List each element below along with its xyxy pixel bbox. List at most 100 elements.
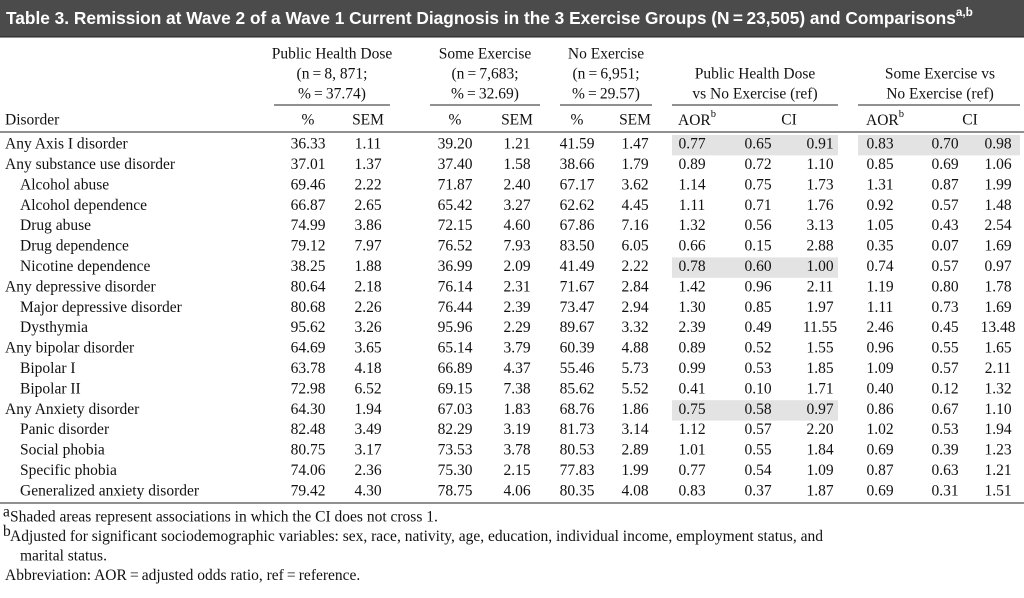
cell: 1.32 (678, 217, 705, 234)
footnote: Abbreviation: AOR = adjusted odds ratio,… (5, 567, 360, 584)
cell: 80.64 (291, 278, 326, 295)
cell: 2.09 (503, 258, 530, 275)
cell: 3.32 (621, 319, 648, 336)
cell: 0.10 (744, 380, 771, 397)
cell: 64.30 (291, 401, 326, 418)
cell: 1.11 (355, 136, 382, 153)
cell: 1.88 (354, 258, 381, 275)
cell: 0.58 (744, 401, 771, 418)
row-label: Any Axis I disorder (5, 136, 129, 153)
cell: 7.93 (503, 238, 530, 255)
cell: 1.73 (806, 176, 833, 193)
cell: 1.99 (984, 176, 1011, 193)
cell: 75.30 (438, 462, 473, 479)
row-label: Alcohol abuse (20, 176, 109, 193)
cell: 6.52 (354, 380, 381, 397)
cell: 3.14 (621, 421, 648, 438)
group-header: (n = 8, 871; (297, 66, 368, 83)
cell: 1.21 (984, 462, 1011, 479)
cell: 0.66 (678, 238, 705, 255)
cell: 3.17 (354, 442, 381, 459)
cell: 95.96 (438, 319, 473, 336)
cell: 1.06 (984, 156, 1011, 173)
cell: 0.35 (866, 238, 893, 255)
cell: 1.85 (806, 360, 833, 377)
row-label: Social phobia (20, 442, 105, 459)
cell: 74.99 (291, 217, 326, 234)
cell: 2.31 (503, 278, 530, 295)
cell: 79.42 (291, 482, 326, 499)
cell: 83.50 (560, 238, 595, 255)
cell: 1.86 (621, 401, 648, 418)
cell: 64.69 (291, 340, 326, 357)
cell: 1.11 (679, 197, 706, 214)
cell: 65.14 (438, 340, 473, 357)
cell: 7.38 (503, 380, 530, 397)
cell: 2.29 (503, 319, 530, 336)
cell: 2.15 (503, 462, 530, 479)
cell: 0.40 (866, 380, 893, 397)
cell: 38.66 (560, 156, 595, 173)
cell: 82.48 (291, 421, 326, 438)
cell: 2.89 (621, 442, 648, 459)
cell: 0.77 (678, 462, 705, 479)
footnote-mark: b (3, 523, 11, 540)
footnote: marital status. (20, 548, 107, 565)
cell: 80.75 (291, 442, 326, 459)
shaded-cell (858, 135, 1020, 156)
cell: 82.29 (438, 421, 473, 438)
column-header: AORb (678, 109, 716, 128)
cell: 1.02 (866, 421, 893, 438)
cell: 0.74 (866, 258, 893, 275)
cell: 11.55 (803, 319, 838, 336)
cell: 2.46 (866, 319, 893, 336)
shading (672, 135, 1020, 421)
content: Table 3. Remission at Wave 2 of a Wave 1… (3, 6, 1016, 584)
title-sup: a,b (956, 6, 973, 19)
cell: 0.39 (931, 442, 958, 459)
cell: 0.72 (744, 156, 771, 173)
column-header: % (571, 112, 584, 129)
cell: 4.06 (503, 482, 530, 499)
cell: 80.53 (560, 442, 595, 459)
cell: 2.22 (621, 258, 648, 275)
cell: 0.75 (744, 176, 771, 193)
footnote: Adjusted for significant sociodemographi… (10, 528, 823, 545)
cell: 4.18 (354, 360, 381, 377)
cell: 0.41 (678, 380, 705, 397)
shaded-cell (672, 400, 838, 421)
column-header: AORb (866, 109, 904, 128)
cell: 0.63 (931, 462, 958, 479)
cell: 1.58 (503, 156, 530, 173)
row-label: Dysthymia (20, 319, 88, 336)
cell: 0.69 (866, 442, 893, 459)
cell: 2.88 (806, 238, 833, 255)
cell: 2.39 (503, 299, 530, 316)
cell: 0.87 (931, 176, 958, 193)
cell: 0.55 (931, 340, 958, 357)
cell: 37.40 (438, 156, 473, 173)
cell: 0.97 (984, 258, 1011, 275)
cell: 0.89 (678, 340, 705, 357)
cell: 38.25 (291, 258, 326, 275)
cell: 0.87 (866, 462, 893, 479)
group-header: (n = 6,951; (572, 66, 639, 83)
cell: 1.83 (503, 401, 530, 418)
group-header: (n = 7,683; (451, 66, 518, 83)
cell: 0.37 (744, 482, 771, 499)
cell: 4.08 (621, 482, 648, 499)
group-header: % = 32.69) (451, 86, 519, 103)
cell: 0.85 (744, 299, 771, 316)
cell: 1.99 (621, 462, 648, 479)
column-header-text: AOR (866, 112, 899, 129)
cell: 0.57 (931, 197, 958, 214)
group-header: Public Health Dose (695, 66, 816, 83)
cell: 3.86 (354, 217, 381, 234)
column-header: CI (781, 112, 797, 129)
cell: 0.71 (744, 197, 771, 214)
cell: 1.05 (866, 217, 893, 234)
cell: 1.87 (806, 482, 833, 499)
cell: 2.22 (354, 176, 381, 193)
cell: 80.68 (291, 299, 326, 316)
